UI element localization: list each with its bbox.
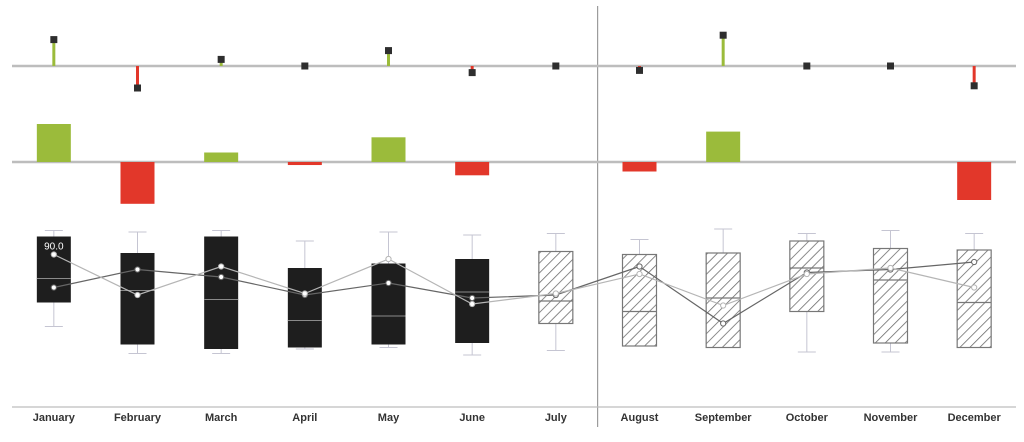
x-tick-label: July (545, 412, 568, 424)
variance-bar (371, 137, 406, 162)
trend-point-light (720, 302, 727, 309)
lollipop-marker (385, 47, 392, 55)
box-group (371, 231, 406, 348)
x-tick-label: September (695, 412, 753, 424)
x-tick-label: October (786, 412, 829, 424)
trend-point-dark (50, 284, 57, 291)
lollipop-marker (468, 69, 476, 77)
trend-point-dark (385, 279, 392, 287)
variance-bar (287, 162, 322, 166)
forecast-box (705, 252, 741, 349)
forecast-box (956, 249, 992, 349)
box-group (204, 230, 239, 354)
lollipop-marker (636, 66, 643, 74)
x-tick-label: March (205, 412, 238, 424)
actual-box (204, 236, 239, 349)
trend-line-dark (53, 261, 975, 325)
box-group (956, 233, 992, 349)
trend-point-light (803, 270, 810, 278)
lollipop-marker (719, 31, 727, 39)
trend-point-light (385, 255, 392, 263)
trend-point-light (50, 251, 57, 258)
trend-point-dark (469, 294, 476, 302)
actual-box (371, 263, 406, 345)
lollipop-marker (552, 62, 560, 70)
x-tick-label: April (292, 412, 317, 424)
x-tick-label: January (33, 412, 76, 424)
trend-point-light (887, 264, 894, 272)
x-tick-label: August (621, 412, 659, 424)
box-group (872, 230, 909, 353)
lollipop-marker (803, 62, 811, 70)
variance-bar (36, 124, 71, 162)
x-tick-label: December (948, 412, 1002, 424)
lollipop-marker (301, 62, 309, 70)
variance-bar (706, 131, 741, 162)
box-group (36, 230, 71, 327)
lollipop-marker (217, 55, 225, 63)
trend-point-dark (971, 258, 978, 266)
variance-bar (455, 162, 490, 176)
variance-bar (204, 152, 239, 162)
trend-point-light (552, 290, 559, 297)
box-group (705, 228, 741, 349)
lollipop-marker (970, 82, 978, 90)
x-tick-label: February (114, 412, 162, 424)
trend-point-light (636, 270, 643, 278)
variance-bar (622, 162, 657, 172)
trend-point-dark (218, 273, 225, 281)
trend-point-light (469, 300, 476, 308)
variance-bar (957, 162, 992, 200)
forecast-box (538, 250, 574, 325)
x-tick-label: May (378, 412, 400, 424)
trend-point-light (971, 284, 978, 291)
trend-point-dark (636, 263, 643, 270)
x-tick-label: June (459, 412, 485, 424)
lollipop-marker (134, 84, 141, 92)
actual-box (36, 236, 71, 303)
box-group (538, 233, 574, 351)
x-tick-label: November (864, 412, 919, 424)
trend-point-dark (720, 320, 727, 327)
box-group (621, 239, 658, 347)
data-label: 90.0 (44, 242, 64, 253)
trend-point-light (218, 263, 225, 270)
trend-line-light (53, 253, 975, 307)
variance-bar (120, 162, 155, 204)
forecast-box (872, 247, 909, 344)
lollipop-marker (50, 36, 58, 44)
lollipop-marker (887, 62, 894, 70)
trend-point-light (301, 290, 308, 297)
box-group (789, 233, 825, 353)
actual-box (287, 268, 322, 348)
trend-point-dark (134, 266, 141, 273)
trend-point-light (134, 291, 141, 299)
